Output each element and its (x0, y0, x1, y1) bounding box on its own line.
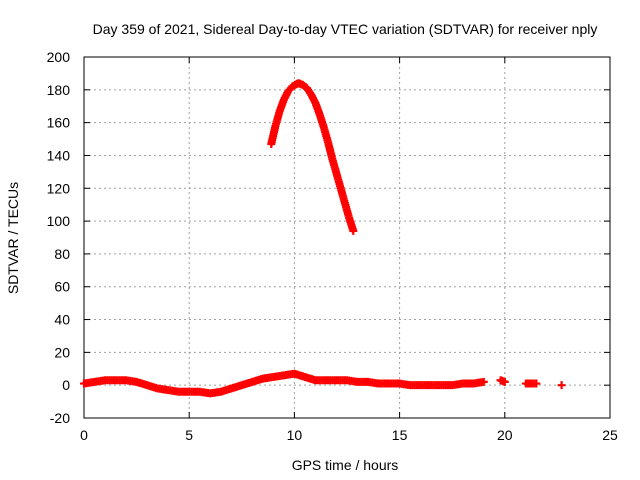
x-tick-label: 15 (392, 427, 408, 443)
x-tick-label: 10 (287, 427, 303, 443)
x-tick-label: 0 (80, 427, 88, 443)
data-point (557, 381, 566, 390)
data-point (500, 377, 509, 386)
y-tick-label: 200 (47, 49, 71, 65)
y-tick-label: 100 (47, 213, 71, 229)
y-tick-label: 60 (54, 279, 70, 295)
axis-ticks: 0 5 10 15 20 25 -20 0 20 40 60 80 100 120 140 160 180 200 (47, 49, 618, 443)
y-tick-label: -20 (50, 410, 70, 426)
y-axis-label: SDTVAR / TECUs (5, 182, 21, 294)
y-tick-label: 140 (47, 147, 71, 163)
grid-lines (84, 57, 610, 418)
x-tick-label: 25 (602, 427, 618, 443)
x-tick-label: 5 (185, 427, 193, 443)
y-tick-label: 20 (54, 344, 70, 360)
data-point (349, 226, 358, 235)
y-tick-label: 180 (47, 82, 71, 98)
y-tick-label: 40 (54, 312, 70, 328)
data-point (479, 377, 488, 386)
chart-title: Day 359 of 2021, Sidereal Day-to-day VTE… (93, 21, 598, 37)
plot-frame (83, 56, 611, 419)
x-tick-label: 20 (497, 427, 513, 443)
y-tick-label: 80 (54, 246, 70, 262)
data-point (532, 379, 541, 388)
y-tick-label: 160 (47, 115, 71, 131)
y-tick-label: 120 (47, 180, 71, 196)
x-axis-label: GPS time / hours (292, 457, 399, 473)
y-tick-label: 0 (62, 377, 70, 393)
data-points (80, 79, 566, 398)
